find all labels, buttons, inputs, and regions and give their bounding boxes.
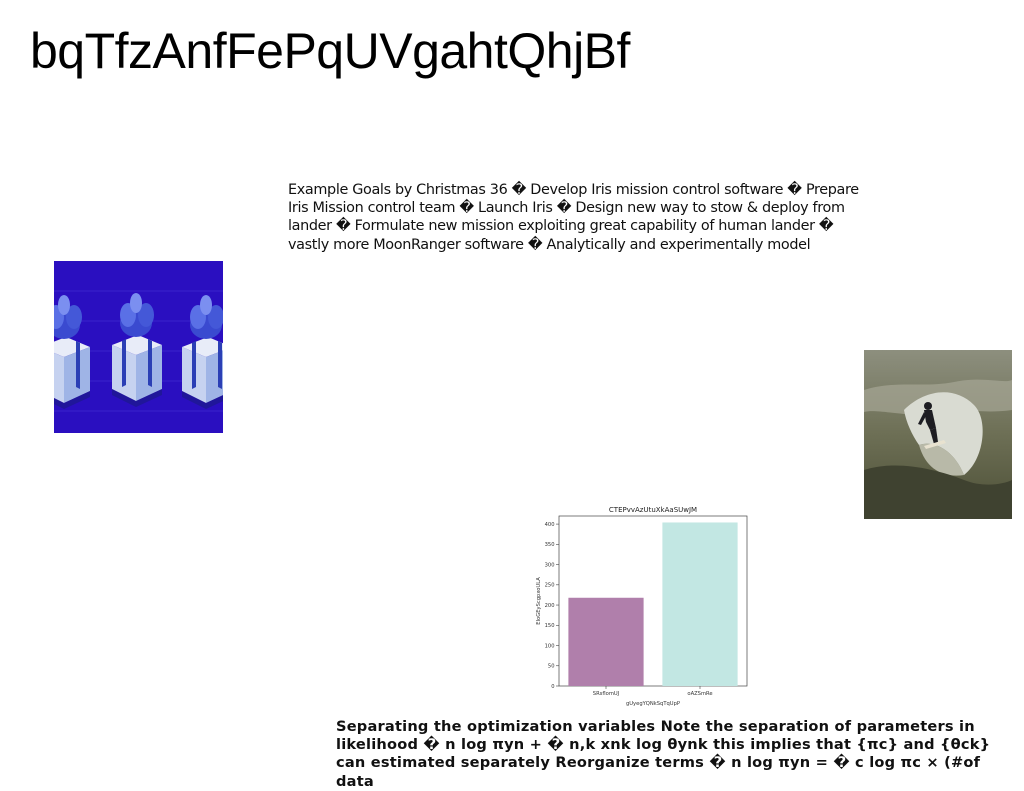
y-tick-label: 0	[551, 684, 554, 690]
x-axis-label: gUyegYQNkSqTqUpP	[626, 701, 680, 707]
bar-SRsflomUJ	[568, 597, 644, 686]
y-tick-label: 250	[545, 583, 555, 589]
bar-chart: CTEPvvAzUtuXkAaSUwJM 0 50 100 150 200 250 300 3…	[536, 506, 748, 707]
page-title: bqTfzAnfFePqUVgahtQhjBf	[30, 23, 630, 79]
gift-boxes-photo-icon	[54, 261, 223, 433]
chart-title: CTEPvvAzUtuXkAaSUwJM	[609, 506, 697, 514]
x-tick-label: SRsflomUJ	[593, 691, 620, 697]
goals-paragraph: Example Goals by Christmas 36 � Develop …	[288, 182, 859, 253]
bar-series	[568, 522, 738, 686]
x-tick-label: oAZSmRe	[687, 691, 712, 697]
bar-oAZSmRe	[662, 522, 738, 686]
gift-boxes-image	[54, 261, 223, 433]
y-tick-label: 100	[545, 643, 555, 649]
y-tick-label: 400	[545, 522, 555, 528]
y-tick-label: 350	[545, 542, 555, 548]
y-tick-label: 300	[545, 562, 555, 568]
x-axis: SRsflomUJ oAZSmRe	[593, 686, 713, 697]
y-tick-label: 200	[545, 603, 555, 609]
y-tick-label: 50	[548, 664, 555, 670]
y-axis: 0 50 100 150 200 250 300 350 400	[545, 522, 559, 690]
surfer-image	[864, 350, 1012, 519]
y-axis-label: EIoGEyScgpxoULA	[536, 577, 542, 625]
plot-frame	[558, 515, 748, 687]
surfer-photo-icon	[864, 350, 1012, 519]
optimization-paragraph: Separating the optimization variables No…	[336, 718, 991, 790]
y-tick-label: 150	[545, 623, 555, 629]
